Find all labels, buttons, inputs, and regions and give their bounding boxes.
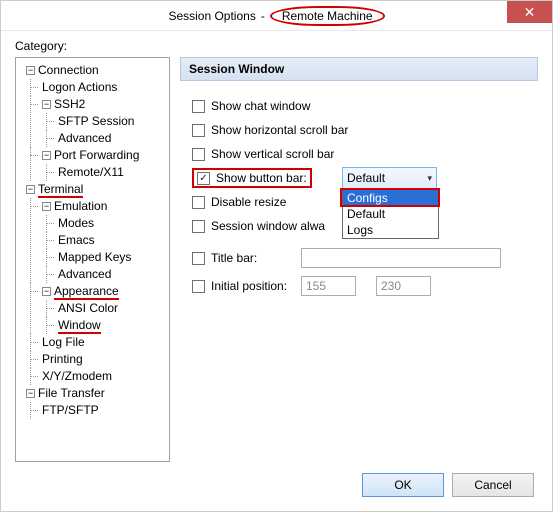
- checkbox-resize[interactable]: [192, 196, 205, 209]
- category-label: Category:: [15, 39, 538, 53]
- tree-appearance[interactable]: −Appearance ANSI Color Window: [40, 283, 167, 334]
- row-initpos: Initial position:: [192, 275, 532, 297]
- tree-ftpsftp[interactable]: FTP/SFTP: [40, 402, 167, 419]
- row-chat: Show chat window: [192, 95, 532, 117]
- tree-terminal[interactable]: −Terminal −Emulation Modes Emacs Mapped …: [24, 181, 167, 385]
- tree-printing[interactable]: Printing: [40, 351, 167, 368]
- highlight-buttonbar: Show button bar:: [192, 168, 312, 188]
- tree-logon[interactable]: Logon Actions: [40, 79, 167, 96]
- checkbox-vscroll[interactable]: [192, 148, 205, 161]
- tree-mapped[interactable]: Mapped Keys: [56, 249, 167, 266]
- form-area: Show chat window Show horizontal scroll …: [180, 81, 538, 305]
- tree-window[interactable]: Window: [56, 317, 167, 334]
- label-initpos: Initial position:: [211, 279, 301, 293]
- tree-modes[interactable]: Modes: [56, 215, 167, 232]
- checkbox-titlebar[interactable]: [192, 252, 205, 265]
- label-vscroll: Show vertical scroll bar: [211, 147, 334, 161]
- tree-emulation[interactable]: −Emulation Modes Emacs Mapped Keys Advan…: [40, 198, 167, 283]
- close-button[interactable]: ✕: [507, 1, 552, 23]
- initpos-x-input[interactable]: [301, 276, 356, 296]
- titlebar: Session Options - Remote Machine ✕: [1, 1, 552, 31]
- checkbox-chat[interactable]: [192, 100, 205, 113]
- combo-option-default[interactable]: Default: [343, 206, 438, 222]
- chevron-down-icon: ▾: [427, 173, 432, 184]
- initpos-y-input[interactable]: [376, 276, 431, 296]
- combo-option-logs[interactable]: Logs: [343, 222, 438, 238]
- ok-button[interactable]: OK: [362, 473, 444, 497]
- row-titlebar: Title bar:: [192, 247, 532, 269]
- combo-selected-text: Default: [347, 171, 385, 185]
- label-resize: Disable resize: [211, 195, 286, 209]
- label-buttonbar: Show button bar:: [216, 171, 307, 185]
- buttonbar-combo[interactable]: Default ▾ Configs Default Logs: [342, 167, 437, 189]
- combo-dropdown: Configs Default Logs: [342, 189, 439, 239]
- group-header: Session Window: [180, 57, 538, 81]
- tree-xyz[interactable]: X/Y/Zmodem: [40, 368, 167, 385]
- checkbox-always[interactable]: [192, 220, 205, 233]
- tree-filetransfer[interactable]: −File Transfer FTP/SFTP: [24, 385, 167, 419]
- title-prefix: Session Options: [168, 9, 255, 23]
- label-titlebar: Title bar:: [211, 251, 301, 265]
- title-separator: -: [259, 9, 267, 23]
- checkbox-initpos[interactable]: [192, 280, 205, 293]
- row-hscroll: Show horizontal scroll bar: [192, 119, 532, 141]
- row-vscroll: Show vertical scroll bar: [192, 143, 532, 165]
- close-icon: ✕: [524, 5, 536, 19]
- tree-term-advanced[interactable]: Advanced: [56, 266, 167, 283]
- label-always: Session window alwa: [211, 219, 325, 233]
- tree-emacs[interactable]: Emacs: [56, 232, 167, 249]
- combo-option-configs[interactable]: Configs: [343, 190, 438, 206]
- titlebar-input[interactable]: [301, 248, 501, 268]
- category-tree[interactable]: −Connection Logon Actions −SSH2 SFTP Ses…: [15, 57, 170, 462]
- tree-sftp[interactable]: SFTP Session: [56, 113, 167, 130]
- tree-logfile[interactable]: Log File: [40, 334, 167, 351]
- tree-ssh-advanced[interactable]: Advanced: [56, 130, 167, 147]
- dialog-body: Category: −Connection Logon Actions −SSH…: [1, 31, 552, 511]
- checkbox-buttonbar[interactable]: [197, 172, 210, 185]
- settings-pane: Session Window Show chat window Show hor…: [180, 57, 538, 462]
- window-title: Session Options - Remote Machine: [168, 6, 384, 26]
- checkbox-hscroll[interactable]: [192, 124, 205, 137]
- tree-portfwd[interactable]: −Port Forwarding Remote/X11: [40, 147, 167, 181]
- combo-value[interactable]: Default ▾: [343, 168, 436, 188]
- tree-connection[interactable]: −Connection Logon Actions −SSH2 SFTP Ses…: [24, 62, 167, 181]
- tree-ssh2[interactable]: −SSH2 SFTP Session Advanced: [40, 96, 167, 147]
- cancel-button[interactable]: Cancel: [452, 473, 534, 497]
- tree-remotex11[interactable]: Remote/X11: [56, 164, 167, 181]
- tree-ansi[interactable]: ANSI Color: [56, 300, 167, 317]
- title-suffix: Remote Machine: [270, 6, 385, 26]
- label-chat: Show chat window: [211, 99, 310, 113]
- label-hscroll: Show horizontal scroll bar: [211, 123, 348, 137]
- dialog-footer: OK Cancel: [362, 473, 534, 497]
